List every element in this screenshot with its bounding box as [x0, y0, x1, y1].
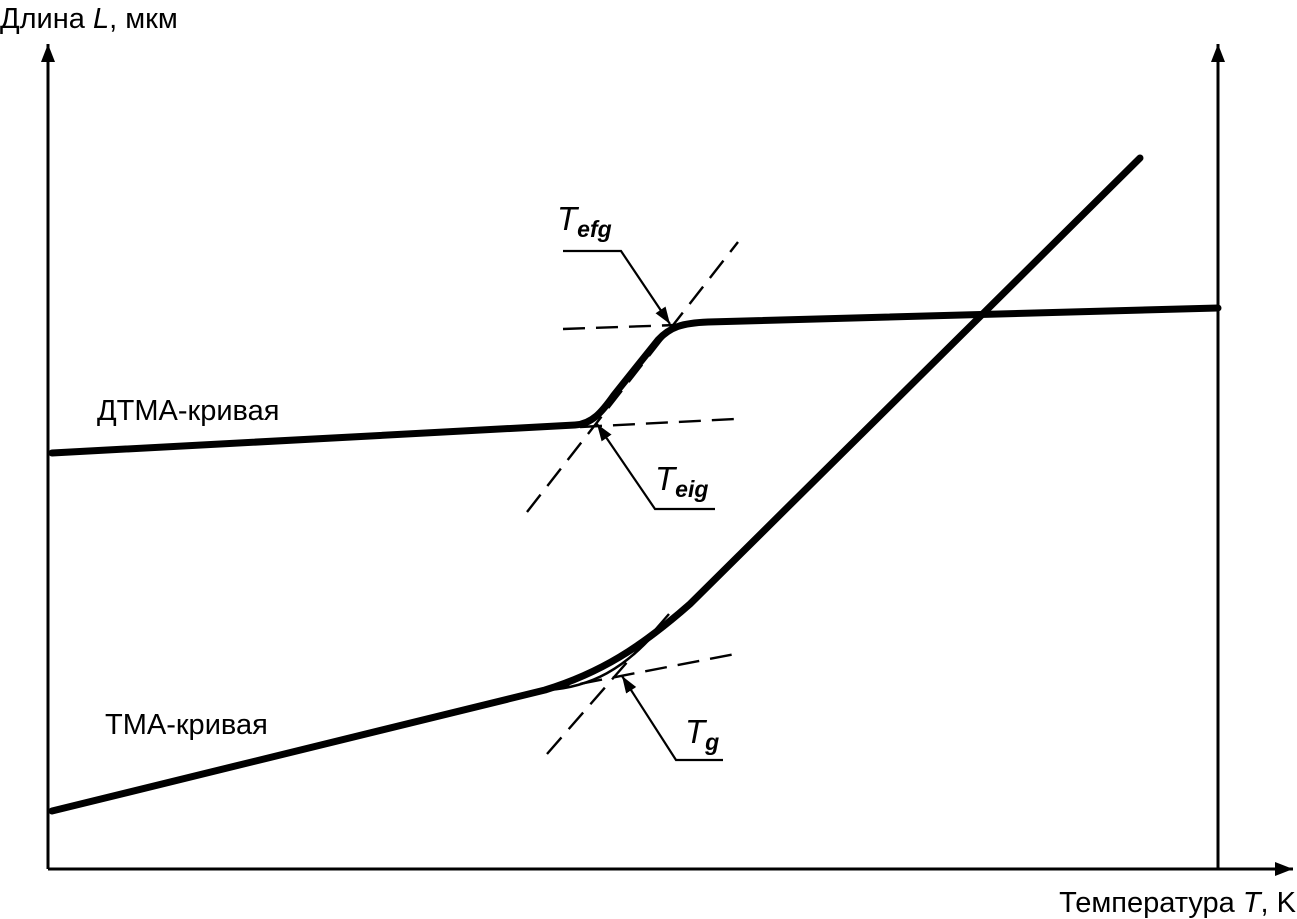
t-g-label: Tg	[685, 713, 719, 755]
t-eig-leader	[596, 423, 715, 511]
dtma-curve-label: ДТМА-кривая	[97, 395, 279, 427]
t-efg-label: Tefg	[557, 200, 612, 242]
tma-curve-label: ТМА-кривая	[105, 709, 268, 741]
dtma-curve	[48, 304, 1222, 457]
tma-curve	[48, 154, 1144, 815]
dtma-lower-tangent	[579, 417, 736, 429]
t-eig-label: Teig	[655, 460, 708, 502]
dtma-transition-tangent	[526, 241, 739, 513]
dtma-upper-tangent	[562, 323, 677, 331]
x-axis-title: Температура T, K	[1059, 887, 1297, 919]
y-axis-title: Длина L, мкм	[0, 3, 178, 35]
t-efg-leader	[563, 249, 671, 325]
t-g-leader	[621, 675, 723, 762]
